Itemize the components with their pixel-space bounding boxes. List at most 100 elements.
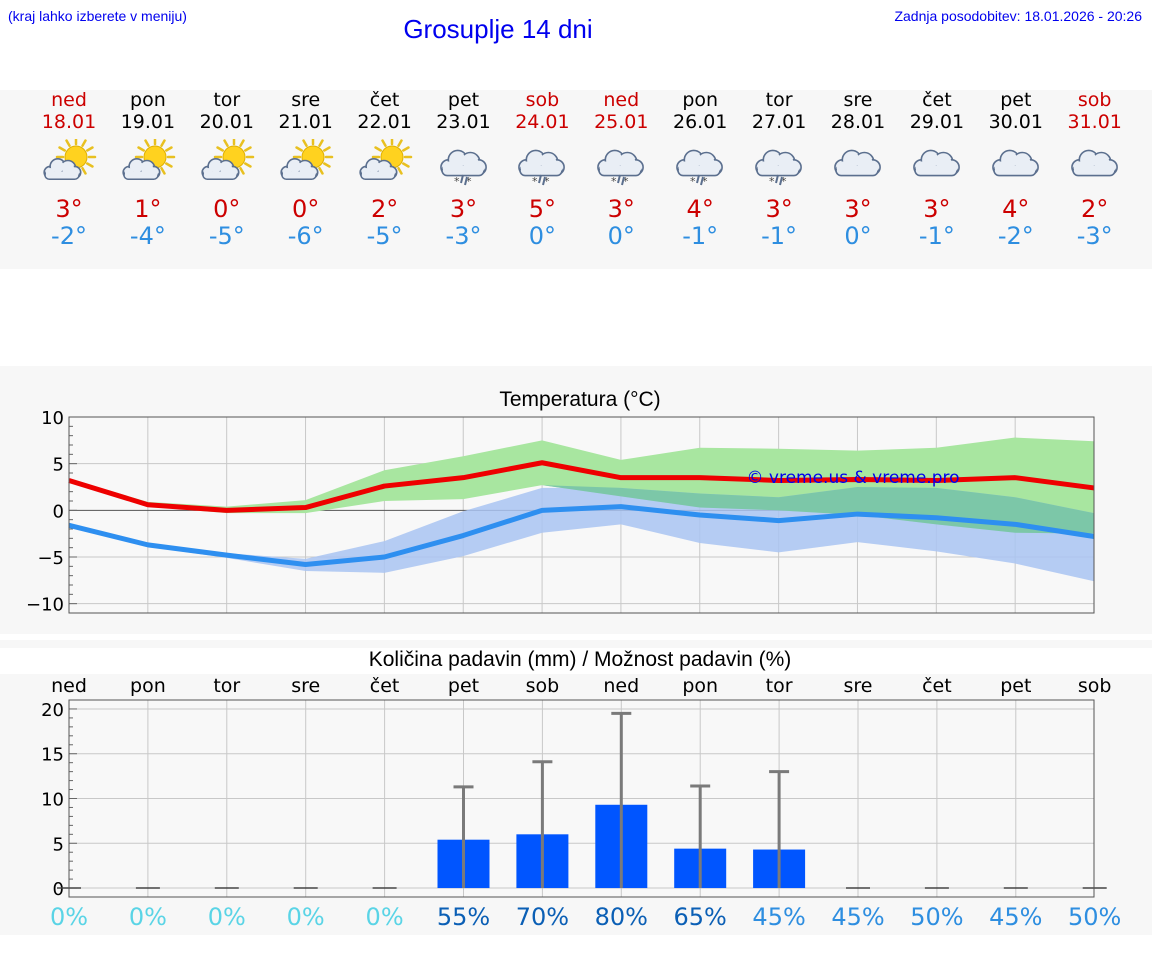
weather-icon-box: * * xyxy=(424,133,503,195)
weather-icon-box xyxy=(819,133,898,195)
cloud-sleet-icon: * * xyxy=(592,139,650,189)
forecast-day: tor 27.01 * * 3° -1° xyxy=(740,89,819,249)
forecast-day: tor 20.01 0° -5° xyxy=(187,89,266,249)
day-name: čet xyxy=(345,89,424,111)
day-name: pon xyxy=(108,89,187,111)
day-name: sob xyxy=(1055,89,1134,111)
temperature-max: 0° xyxy=(187,195,266,223)
precipitation-probability: 55% xyxy=(424,903,503,931)
day-name: sob xyxy=(503,89,582,111)
cloud-icon xyxy=(1066,139,1124,189)
day-date: 22.01 xyxy=(345,111,424,133)
day-date: 20.01 xyxy=(187,111,266,133)
forecast-day: ned 25.01 * * 3° 0° xyxy=(582,89,661,249)
forecast-day: pon 26.01 * * 4° -1° xyxy=(661,89,740,249)
temperature-max: 3° xyxy=(897,195,976,223)
precipitation-chart-title: Količina padavin (mm) / Možnost padavin … xyxy=(0,648,1152,674)
forecast-day: pet 30.01 4° -2° xyxy=(976,89,1055,249)
day-name: sre xyxy=(266,89,345,111)
weather-icon-box xyxy=(187,133,266,195)
forecast-day: čet 22.01 2° -5° xyxy=(345,89,424,249)
precipitation-day-label: ned xyxy=(30,675,109,697)
svg-text:*: * xyxy=(532,175,538,188)
weather-icon-box: * * xyxy=(582,133,661,195)
watermark: © vreme.us & vreme.pro xyxy=(746,468,959,488)
day-date: 30.01 xyxy=(976,111,1055,133)
weather-icon-box xyxy=(345,133,424,195)
day-name: pet xyxy=(976,89,1055,111)
precipitation-probability: 45% xyxy=(740,903,819,931)
cloud-icon xyxy=(908,139,966,189)
temperature-min: -6° xyxy=(266,223,345,249)
day-date: 27.01 xyxy=(740,111,819,133)
y-tick-label: 0 xyxy=(53,501,64,522)
temperature-min: -2° xyxy=(976,223,1055,249)
y-tick-label: 20 xyxy=(41,700,64,721)
temperature-min: -3° xyxy=(1055,223,1134,249)
temperature-max: 1° xyxy=(108,195,187,223)
cloud-sleet-icon: * * xyxy=(671,139,729,189)
day-name: čet xyxy=(897,89,976,111)
day-name: sre xyxy=(819,89,898,111)
weather-icon-box xyxy=(976,133,1055,195)
temperature-max: 3° xyxy=(30,195,109,223)
day-date: 19.01 xyxy=(108,111,187,133)
precipitation-day-label: pon xyxy=(108,675,187,697)
weather-icon-box xyxy=(1055,133,1134,195)
precipitation-day-label: tor xyxy=(187,675,266,697)
sun-cloud-icon xyxy=(277,139,335,189)
temperature-chart: 10 5 0 −5 −10 © vreme.us & vreme.pro xyxy=(0,405,1152,630)
weather-icon-box xyxy=(266,133,345,195)
temperature-max: 4° xyxy=(976,195,1055,223)
precipitation-day-label: sob xyxy=(503,675,582,697)
temperature-min: 0° xyxy=(819,223,898,249)
forecast-day: pon 19.01 1° -4° xyxy=(108,89,187,249)
precipitation-probability: 45% xyxy=(819,903,898,931)
temperature-max: 2° xyxy=(1055,195,1134,223)
y-tick-label: 5 xyxy=(53,834,64,855)
svg-text:*: * xyxy=(454,175,460,188)
y-tick-label: 10 xyxy=(41,790,64,811)
last-updated: Zadnja posodobitev: 18.01.2026 - 20:26 xyxy=(894,8,1142,24)
precipitation-day-label: čet xyxy=(345,675,424,697)
y-tick-label: 5 xyxy=(53,455,64,476)
weather-icon-box: * * xyxy=(740,133,819,195)
day-name: tor xyxy=(740,89,819,111)
precipitation-probability: 0% xyxy=(266,903,345,931)
precipitation-probability: 45% xyxy=(976,903,1055,931)
cloud-sleet-icon: * * xyxy=(750,139,808,189)
temperature-max: 3° xyxy=(582,195,661,223)
precipitation-probability: 0% xyxy=(187,903,266,931)
day-date: 18.01 xyxy=(30,111,109,133)
precipitation-day-label: sre xyxy=(266,675,345,697)
y-tick-label: −10 xyxy=(26,595,64,616)
y-tick-label: −5 xyxy=(37,548,64,569)
day-date: 26.01 xyxy=(661,111,740,133)
day-date: 28.01 xyxy=(819,111,898,133)
forecast-day: sre 28.01 3° 0° xyxy=(819,89,898,249)
precipitation-day-label: pon xyxy=(661,675,740,697)
precipitation-day-label: čet xyxy=(897,675,976,697)
weather-icon-box xyxy=(897,133,976,195)
precipitation-probability: 80% xyxy=(582,903,661,931)
day-name: ned xyxy=(30,89,109,111)
y-tick-label: 10 xyxy=(41,408,64,429)
forecast-day: pet 23.01 * * 3° -3° xyxy=(424,89,503,249)
temperature-min: -1° xyxy=(740,223,819,249)
temperature-min: -3° xyxy=(424,223,503,249)
y-tick-label: 15 xyxy=(41,745,64,766)
precipitation-probability: 0% xyxy=(345,903,424,931)
svg-text:*: * xyxy=(690,175,696,188)
sun-cloud-icon xyxy=(40,139,98,189)
temperature-min: -2° xyxy=(30,223,109,249)
sun-cloud-icon xyxy=(356,139,414,189)
day-date: 25.01 xyxy=(582,111,661,133)
forecast-day: čet 29.01 3° -1° xyxy=(897,89,976,249)
forecast-day: sob 31.01 2° -3° xyxy=(1055,89,1134,249)
precipitation-chart: 20 15 10 5 0 xyxy=(0,695,1152,905)
precipitation-day-label: sob xyxy=(1055,675,1134,697)
temperature-max: 5° xyxy=(503,195,582,223)
temperature-max: 4° xyxy=(661,195,740,223)
precipitation-day-label: ned xyxy=(582,675,661,697)
forecast-day: sre 21.01 0° -6° xyxy=(266,89,345,249)
